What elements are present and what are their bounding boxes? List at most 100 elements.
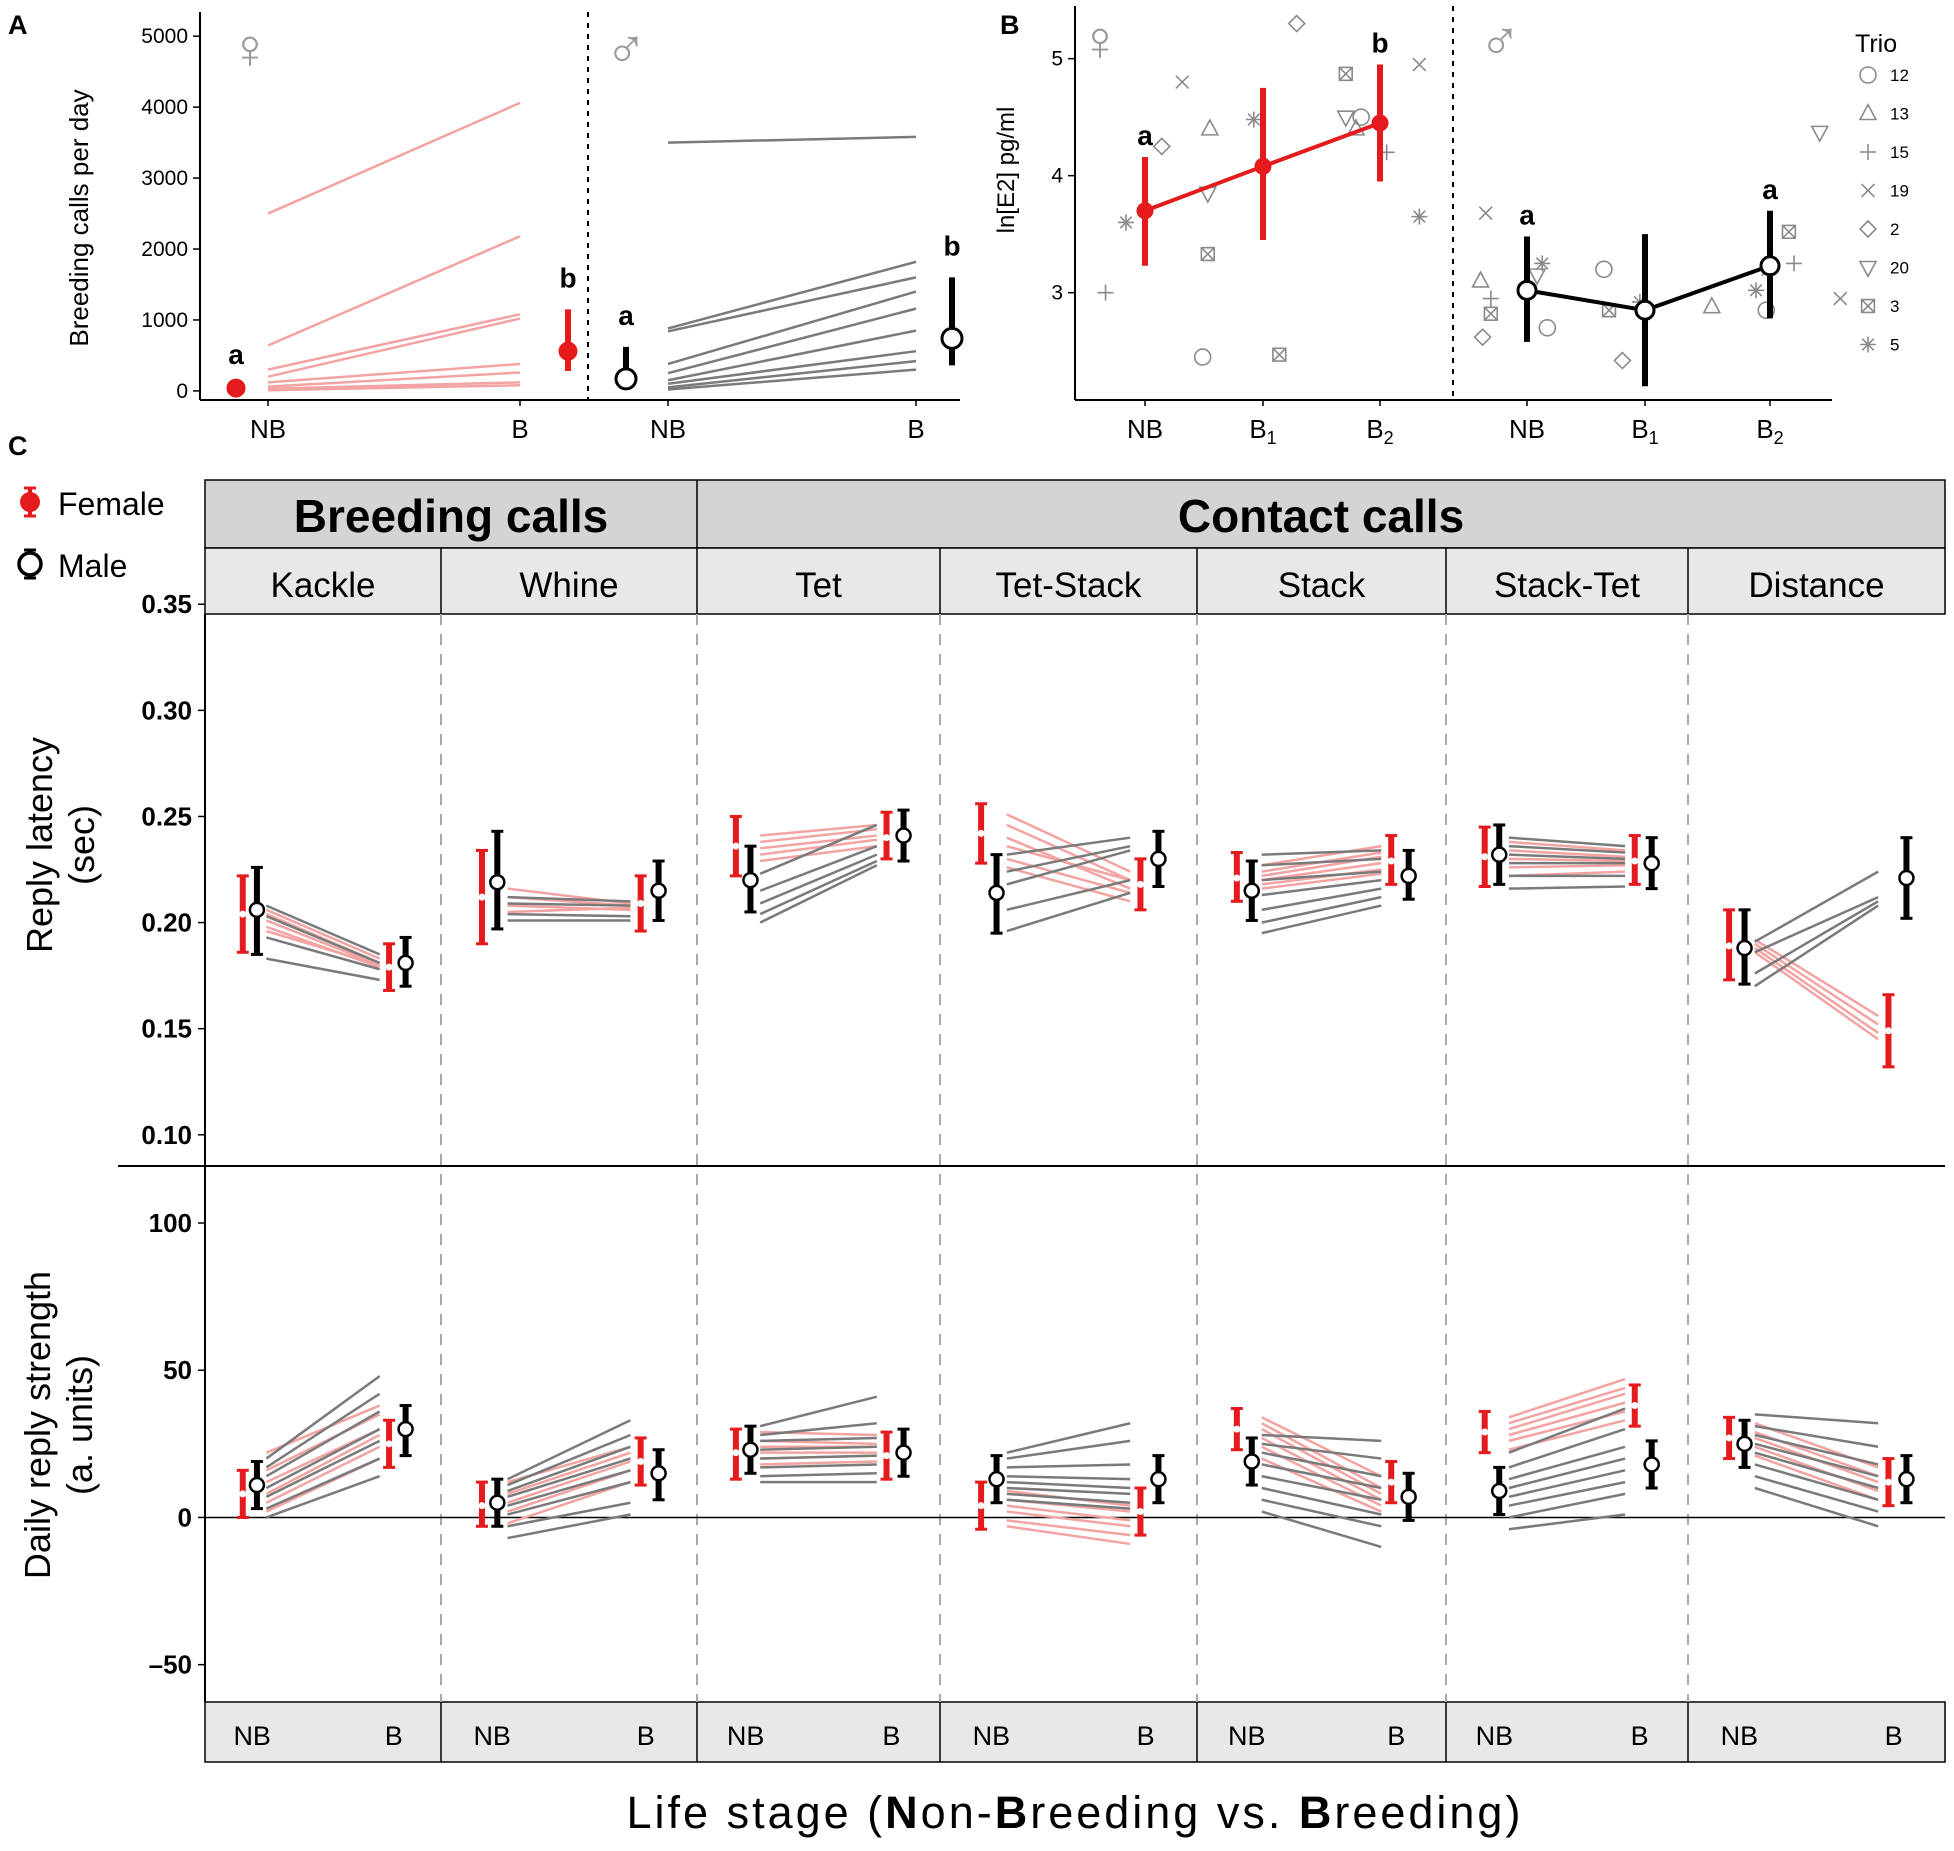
panel-c-reply-metrics: Breeding calls Contact calls Kackle Whine Te… xyxy=(17,479,1946,1838)
c-distance-stage-b: B xyxy=(1885,1721,1903,1751)
c-stack-stage-b: B xyxy=(1387,1721,1405,1751)
b-legend-title: Trio xyxy=(1855,30,1897,58)
c-strength-distance-male-line-5 xyxy=(1754,1463,1879,1501)
c-x-axis-title-part-6: reeding) xyxy=(1334,1787,1523,1838)
c-latency-stack-female-b-mean xyxy=(1387,857,1395,865)
c-strength-y-tick-label-3: 100 xyxy=(149,1208,192,1238)
c-strength-tet-stack-male-line-1 xyxy=(1006,1439,1131,1460)
b-male-stage-2-letter: a xyxy=(1762,174,1778,205)
c-latency-stack-male-line-5 xyxy=(1261,895,1382,924)
b-male-point-8 xyxy=(1595,260,1613,279)
c-strength-distance-female-line-4 xyxy=(1754,1454,1879,1501)
c-strength-tet-stack-female-line-3 xyxy=(1006,1510,1131,1528)
a-y-tick-label-3: 3000 xyxy=(141,167,188,190)
c-legend-female-dot xyxy=(20,492,40,512)
c-strength-tet-stack-female-line-4 xyxy=(1006,1519,1131,1537)
b-male-point-19 xyxy=(1833,291,1848,306)
c-latency-kackle-female-nb-mean xyxy=(239,910,247,918)
c-latency-kackle-male-line-3 xyxy=(266,957,380,982)
c-strength-stack-tet-male-line-4 xyxy=(1508,1469,1626,1499)
c-latency-tet-male-line-0 xyxy=(759,823,878,875)
b-legend-label-20: 20 xyxy=(1890,259,1909,278)
c-x-axis-title-part-0: Life stage ( xyxy=(627,1787,886,1838)
c-latency-whine-male-line-0 xyxy=(507,895,631,903)
a-male-NB-letter: a xyxy=(618,300,634,331)
c-strength-y-tick-label-1: 0 xyxy=(178,1502,192,1532)
b-female-x-label-1: B1 xyxy=(1249,414,1276,448)
c-strength-stack-tet-female-line-0 xyxy=(1508,1377,1626,1419)
a-male-line-1 xyxy=(667,260,917,330)
a-female-line-6 xyxy=(267,381,521,391)
c-latency-tet-stack-female-line-0 xyxy=(1006,813,1131,873)
c-strength-whine-male-line-5 xyxy=(507,1480,631,1516)
c-strength-tet-stack-male-line-5 xyxy=(1006,1486,1131,1496)
b-female-x-label-1-subscript: 1 xyxy=(1267,428,1277,448)
c-strength-stack-tet-female-line-2 xyxy=(1508,1392,1626,1431)
c-latency-whine-male-nb-mean xyxy=(489,873,506,891)
c-strength-stack-female-line-3 xyxy=(1261,1436,1382,1501)
b-legend-label-13: 13 xyxy=(1890,105,1909,124)
c-strength-tet-female-nb-mean xyxy=(732,1449,740,1457)
c-strength-kackle-male-line-1 xyxy=(265,1392,381,1469)
c-call-type-kackle: Kackle xyxy=(270,566,375,605)
a-male-x-label-nb: NB xyxy=(650,414,686,444)
c-latency-distance-female-line-2 xyxy=(1754,947,1879,1034)
a-y-tick-label-5: 5000 xyxy=(141,25,188,48)
b-male-stage-0-mean xyxy=(1516,279,1538,301)
c-latency-stack-male-line-1 xyxy=(1261,857,1382,867)
c-x-axis-title-part-5: B xyxy=(1299,1787,1335,1838)
c-strength-kackle-female-b-mean xyxy=(385,1440,393,1448)
b-male-x-label-1: B1 xyxy=(1631,414,1658,448)
c-group-header-breeding: Breeding calls xyxy=(294,490,608,542)
c-stage-strip xyxy=(204,1701,1946,1763)
c-legend-female-label: Female xyxy=(58,486,165,522)
c-latency-distance-male-line-2 xyxy=(1754,900,1879,975)
a-male-line-6 xyxy=(667,349,917,386)
c-strength-kackle-male-line-6 xyxy=(265,1475,381,1519)
c-strength-tet-stack-female-b-mean xyxy=(1136,1508,1144,1516)
c-group-header-strip xyxy=(204,479,1946,549)
c-strength-stack-female-line-0 xyxy=(1261,1416,1382,1478)
c-latency-whine-female-nb-mean xyxy=(478,893,486,901)
c-strength-stack-male-line-1 xyxy=(1261,1442,1382,1460)
c-strength-whine-male-b-mean xyxy=(650,1465,667,1482)
b-female-point-17 xyxy=(1411,208,1428,225)
c-strength-distance-male-line-3 xyxy=(1754,1442,1879,1478)
b-legend-label-19: 19 xyxy=(1890,182,1909,201)
b-legend-label-5: 5 xyxy=(1890,336,1899,355)
c-latency-tet-stack-male-line-3 xyxy=(1006,878,1131,912)
c-strength-whine-male-nb-mean xyxy=(489,1494,506,1511)
c-latency-y-tick-label-1: 0.15 xyxy=(141,1014,192,1044)
c-strength-whine-female-b-mean xyxy=(637,1458,645,1465)
b-male-point-17 xyxy=(1786,255,1803,272)
c-strength-tet-female-b-mean xyxy=(883,1452,891,1460)
b-male-point-7 xyxy=(1538,318,1557,337)
c-latency-distance-male-b-mean xyxy=(1898,869,1915,887)
b-female-point-4 xyxy=(1193,348,1212,366)
c-strength-tet-stack-male-line-6 xyxy=(1006,1492,1131,1504)
c-strength-tet-stack-male-b-mean xyxy=(1150,1470,1167,1488)
a-female-line-2 xyxy=(267,313,521,371)
c-latency-tet-male-line-2 xyxy=(759,853,878,905)
c-latency-kackle-female-b-mean xyxy=(385,963,393,971)
c-strength-whine-female-line-2 xyxy=(507,1460,631,1504)
b-legend-label-12: 12 xyxy=(1890,66,1909,85)
c-latency-stack-female-line-5 xyxy=(1261,872,1382,890)
female-symbol: ♀ xyxy=(229,17,271,80)
c-stack-stage-nb: NB xyxy=(1228,1721,1266,1751)
c-strength-whine-male-line-3 xyxy=(507,1457,631,1499)
c-latency-tet-stack-male-nb-mean xyxy=(988,884,1005,902)
b-male-point-14 xyxy=(1757,301,1776,320)
c-strength-distance-male-nb-mean xyxy=(1736,1435,1753,1453)
c-strength-distance-male-line-4 xyxy=(1754,1451,1879,1490)
b-male-point-0 xyxy=(1471,270,1490,288)
b-legend-symbol-15 xyxy=(1860,144,1876,160)
c-strength-stack-tet-male-line-3 xyxy=(1508,1457,1626,1490)
b-male-point-1 xyxy=(1473,328,1492,347)
c-whine-stage-b: B xyxy=(637,1721,655,1751)
c-latency-tet-female-nb-mean xyxy=(732,842,740,850)
c-latency-distance-male-line-0 xyxy=(1754,870,1879,943)
b-female-stage-2-mean xyxy=(1371,114,1389,132)
c-latency-stack-male-line-2 xyxy=(1261,870,1382,882)
b-legend-symbol-2 xyxy=(1858,219,1878,239)
